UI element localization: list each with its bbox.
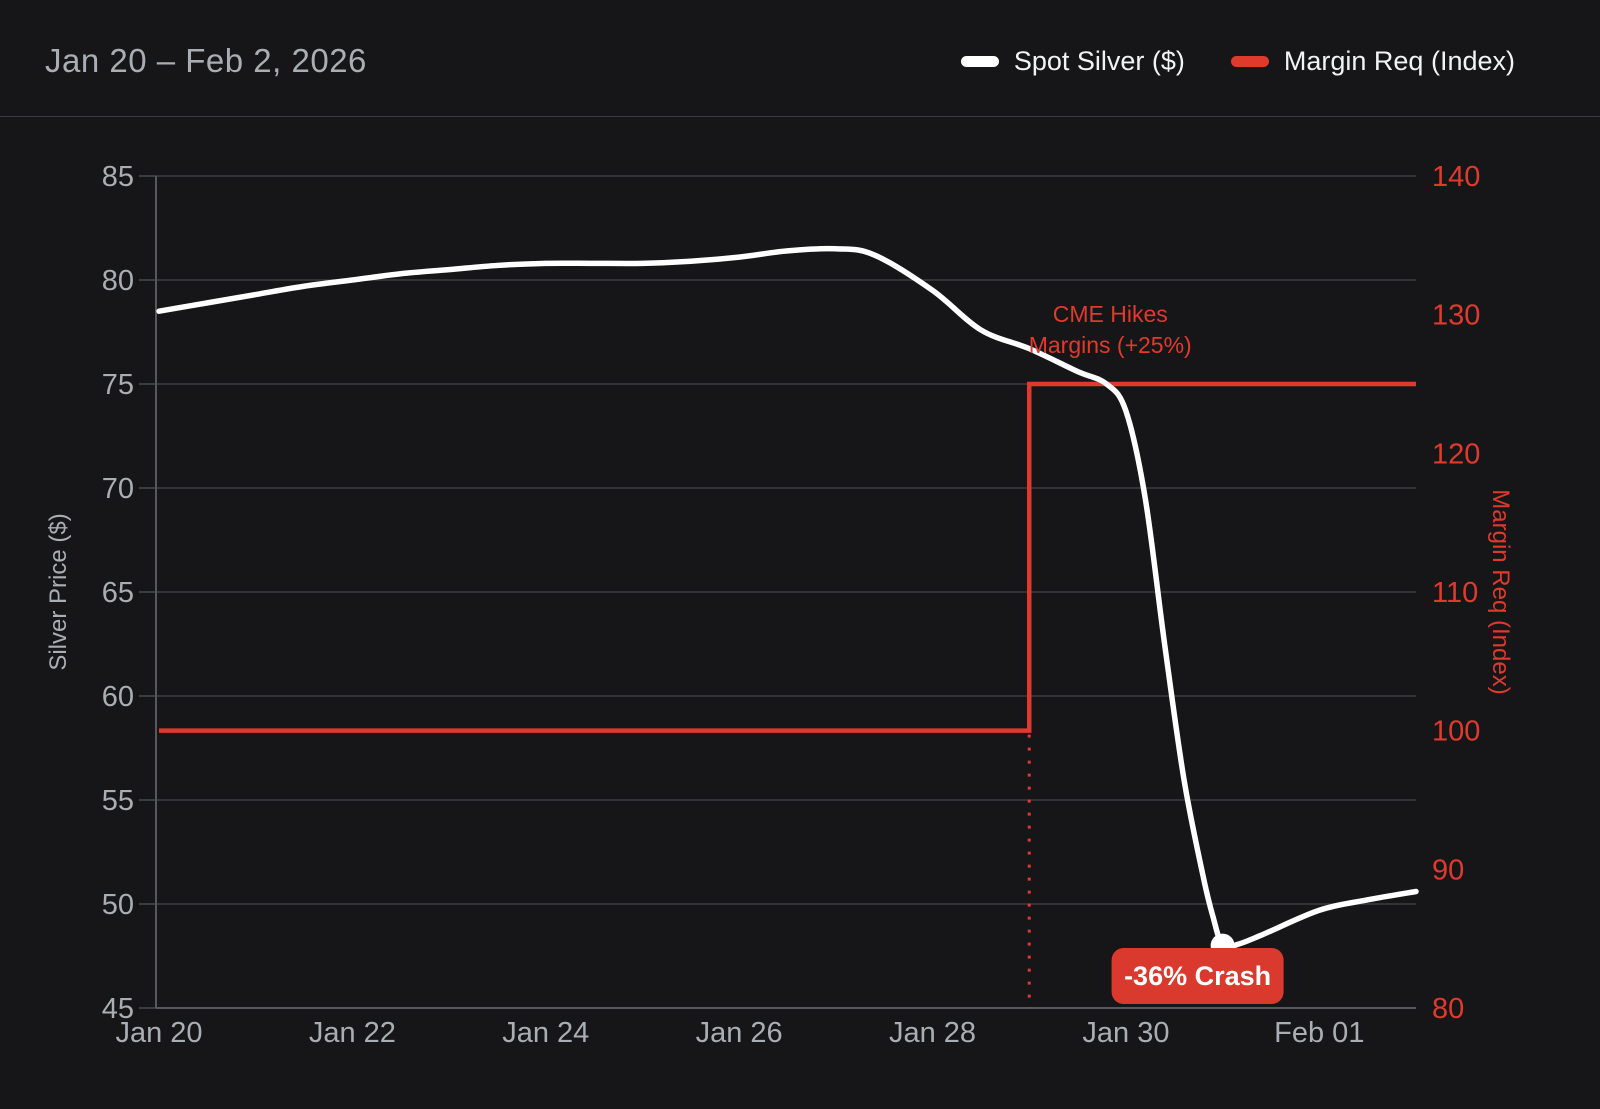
- x-axis-tick-label: Jan 28: [889, 1017, 976, 1049]
- left-axis-tick-label: 85: [102, 161, 134, 193]
- right-axis-title: Margin Req (Index): [1487, 489, 1514, 694]
- left-axis-tick-label: 80: [102, 265, 134, 297]
- right-axis-tick-label: 120: [1432, 438, 1480, 470]
- right-axis-tick-label: 140: [1432, 161, 1480, 193]
- right-axis-tick-label: 90: [1432, 854, 1464, 886]
- spot-silver-swatch-icon: [960, 55, 999, 67]
- left-axis-tick-label: 70: [102, 473, 134, 505]
- left-axis-tick-label: 65: [102, 577, 134, 609]
- left-axis-tick-label: 75: [102, 369, 134, 401]
- x-axis-tick-label: Jan 22: [309, 1017, 396, 1049]
- right-axis-tick-label: 100: [1432, 716, 1480, 748]
- left-axis-tick-label: 45: [102, 993, 134, 1025]
- left-axis-tick-label: 60: [102, 681, 134, 713]
- x-axis-tick-label: Jan 26: [696, 1017, 783, 1049]
- legend-label-spot-silver: Spot Silver ($): [1013, 45, 1185, 76]
- x-axis-tick-label: Jan 20: [115, 1017, 202, 1049]
- margin-hike-annotation: Margins (+25%): [1029, 332, 1192, 358]
- legend-item-spot-silver[interactable]: Spot Silver ($): [960, 45, 1185, 77]
- left-axis-tick-label: 50: [102, 889, 134, 921]
- left-axis-tick-label: 55: [102, 785, 134, 817]
- left-axis-title: Silver Price ($): [45, 513, 72, 670]
- x-axis-tick-label: Jan 24: [502, 1017, 589, 1049]
- legend-item-margin-req[interactable]: Margin Req (Index): [1230, 45, 1515, 77]
- x-axis-tick-label: Jan 30: [1082, 1017, 1169, 1049]
- margin-req-swatch-icon: [1230, 55, 1269, 67]
- right-axis-tick-label: 110: [1432, 577, 1478, 609]
- crash-badge: [1111, 948, 1284, 1004]
- right-axis-tick-label: 80: [1432, 993, 1464, 1025]
- crash-badge-label: -36% Crash: [1124, 961, 1271, 991]
- chart-header: Jan 20 – Feb 2, 2026 Spot Silver ($) Mar…: [0, 0, 1600, 117]
- margin-hike-annotation: CME Hikes: [1053, 301, 1168, 327]
- right-axis-tick-label: 130: [1432, 300, 1480, 332]
- x-axis-tick-label: Feb 01: [1274, 1017, 1364, 1049]
- spot-silver-line: [156, 245, 1419, 951]
- margin-req-line: [159, 381, 1416, 733]
- legend: Spot Silver ($) Margin Req (Index): [960, 45, 1515, 77]
- legend-label-margin-req: Margin Req (Index): [1283, 45, 1515, 76]
- chart-title: Jan 20 – Feb 2, 2026: [45, 42, 367, 79]
